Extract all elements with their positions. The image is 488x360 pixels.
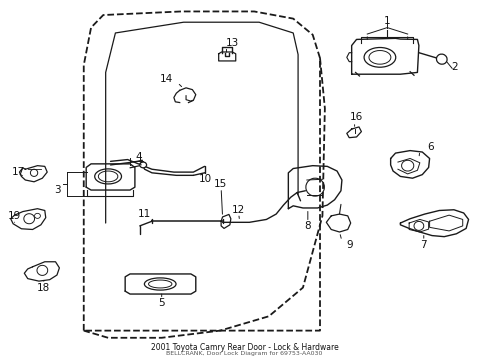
Text: 13: 13 <box>225 38 239 48</box>
Text: 12: 12 <box>231 205 245 215</box>
Text: 14: 14 <box>160 74 173 84</box>
Text: 18: 18 <box>37 283 50 293</box>
Text: 5: 5 <box>158 298 164 308</box>
Text: 8: 8 <box>304 221 310 231</box>
Text: 7: 7 <box>420 240 426 250</box>
Text: 9: 9 <box>345 239 352 249</box>
Text: 15: 15 <box>213 179 226 189</box>
Ellipse shape <box>436 54 446 64</box>
Text: 3: 3 <box>55 185 61 195</box>
Text: 1: 1 <box>383 16 390 26</box>
Ellipse shape <box>140 162 146 168</box>
Text: 2: 2 <box>451 62 457 72</box>
Text: 17: 17 <box>12 167 25 177</box>
Text: BELLCRANK, Door Lock Diagram for 69753-AA030: BELLCRANK, Door Lock Diagram for 69753-A… <box>166 351 322 356</box>
Text: 6: 6 <box>427 142 433 152</box>
Text: 4: 4 <box>135 152 142 162</box>
Text: 16: 16 <box>349 112 363 122</box>
Text: 19: 19 <box>8 211 21 221</box>
Text: 11: 11 <box>138 209 151 219</box>
Text: 2001 Toyota Camry Rear Door - Lock & Hardware: 2001 Toyota Camry Rear Door - Lock & Har… <box>150 343 338 352</box>
Text: 10: 10 <box>199 174 212 184</box>
